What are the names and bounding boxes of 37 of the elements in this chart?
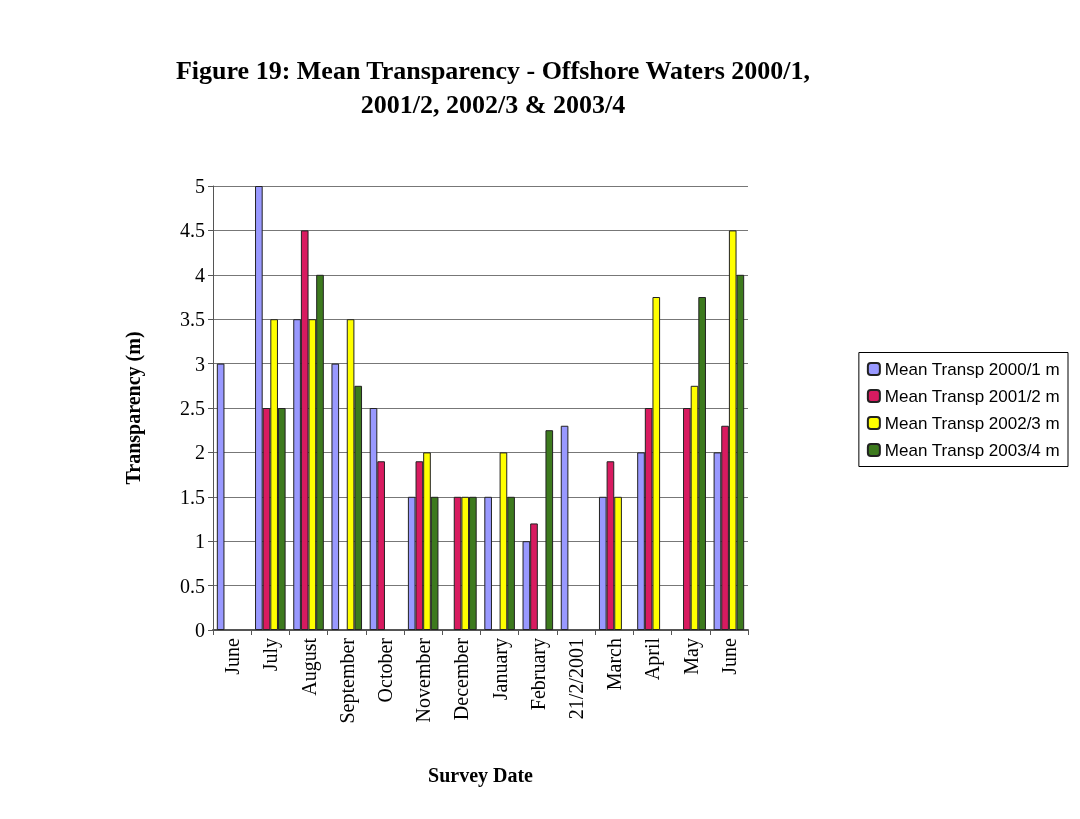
y-tick-label: 3.5 [180,308,205,331]
y-tick-label: 1.5 [180,485,205,508]
y-tick-label: 0 [195,619,205,641]
x-tick-label: March [603,638,626,691]
legend-label: Mean Transp 2000/1 m [884,359,1060,379]
bar [484,496,492,630]
y-tick-label: 2 [195,441,205,464]
y-axis-title: Transparency (m) [122,331,145,485]
x-tick-label: October [373,637,396,703]
y-tick-label: 0.5 [180,574,205,597]
x-tick-label: September [335,637,359,724]
chart-title: Figure 19: Mean Transparency - Offshore Waters 2000/1, 2001/2, 2002/3 & 2003/4 [175,55,811,119]
x-tick-label: February [526,638,550,711]
x-axis-title: Survey Date [428,764,534,787]
x-tick-label: 21/2/2001 [565,638,588,720]
bar [331,363,340,630]
x-tick-label: April [641,637,665,681]
bar [545,430,554,630]
x-tick-label: December [450,637,473,721]
y-tick-label: 1 [195,530,205,553]
legend-label: Mean Transp 2001/2 m [884,386,1060,406]
x-tick-label: August [297,637,321,696]
x-tick-label: May [679,638,703,675]
y-tick-label: 4 [195,263,205,286]
y-tick-label: 4.5 [180,219,205,242]
bar [216,363,225,630]
legend-label: Mean Transp 2003/4 m [884,440,1060,460]
x-tick-label: November [412,637,435,723]
y-tick-label: 2.5 [180,397,205,419]
x-tick-label: July [259,638,283,672]
x-tick-label: June [221,637,244,675]
y-tick-label: 5 [195,175,205,197]
x-tick-label: June [717,637,740,675]
bar [560,425,569,630]
x-tick-label: January [488,638,512,701]
y-tick-label: 3 [195,352,205,375]
legend-label: Mean Transp 2002/3 m [884,413,1060,433]
